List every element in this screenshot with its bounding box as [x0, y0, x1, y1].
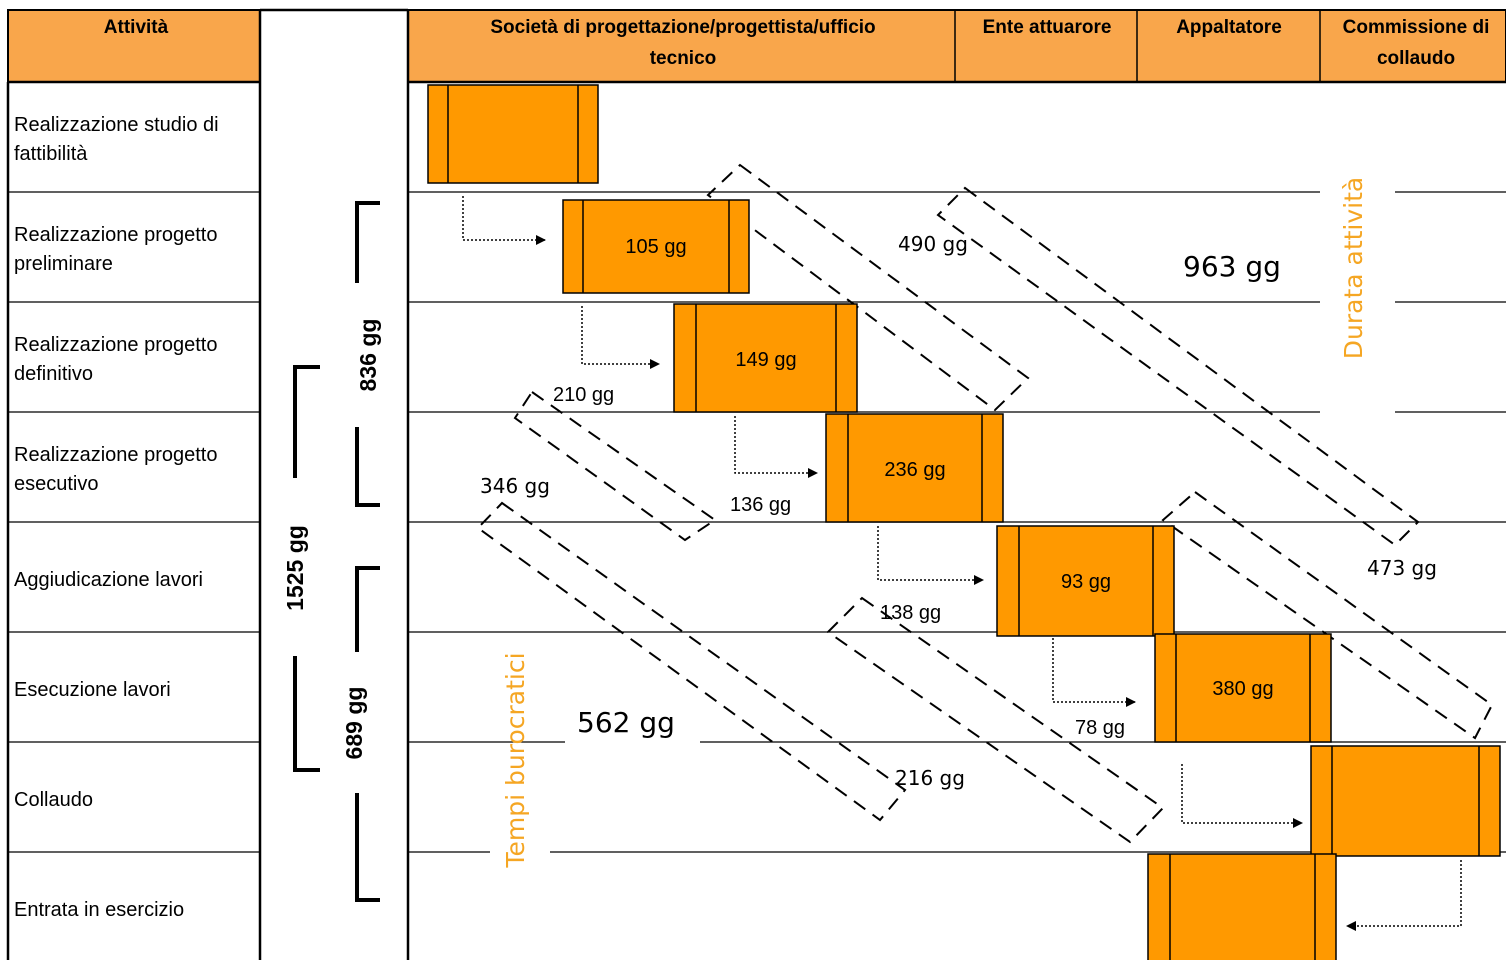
bar-operation [1147, 853, 1337, 960]
bar-testing [1310, 745, 1501, 857]
dashed-label-216: 216 gg [895, 766, 965, 790]
activity-labels: Realizzazione studio di fattibilità Real… [14, 114, 219, 921]
activity-1-line2: fattibilità [14, 143, 88, 165]
label-bureaucratic-time: Tempi burocratici [501, 652, 530, 868]
header-commission-line2: collaudo [1377, 48, 1455, 69]
bar-labels: 105 gg 149 gg 236 gg 93 gg 380 gg [625, 236, 1273, 700]
brace-execution-label: 689 gg [341, 687, 367, 760]
arrow-4 [877, 526, 984, 585]
bar-label-executive: 236 gg [884, 459, 945, 481]
brace-design [355, 201, 380, 507]
brace-design-label: 836 gg [355, 319, 381, 392]
header-entity: Ente attuarore [983, 17, 1112, 38]
activity-1-line1: Realizzazione studio di [14, 114, 219, 136]
activity-4-line2: esecutivo [14, 473, 99, 495]
gap-label-2: 136 gg [730, 494, 791, 516]
region-bureaucratic-group-1 [513, 390, 717, 542]
region-activity-total [936, 186, 1420, 547]
table-frame [6, 8, 1506, 960]
header-contractor: Appaltatore [1176, 17, 1282, 38]
connector-arrows [462, 196, 1462, 931]
activity-3-line2: definitivo [14, 363, 93, 385]
bar-feasibility [427, 84, 599, 184]
brace-total [293, 365, 320, 772]
gap-label-3: 138 gg [880, 602, 941, 624]
header-designer-line2: tecnico [650, 48, 717, 69]
dashed-label-473: 473 gg [1367, 556, 1437, 580]
arrow-5 [1052, 638, 1136, 707]
dashed-label-562: 562 gg [577, 706, 675, 739]
dashed-label-963: 963 gg [1183, 250, 1281, 283]
bar-definitive [673, 303, 858, 413]
gap-labels: 210 gg 136 gg 138 gg 78 gg [553, 384, 1125, 739]
activity-4-line1: Realizzazione progetto [14, 444, 217, 466]
bar-label-award: 93 gg [1061, 571, 1111, 593]
arrow-6 [1181, 764, 1303, 828]
bar-label-preliminary: 105 gg [625, 236, 686, 258]
dashed-label-346: 346 gg [480, 474, 550, 498]
dashed-regions [476, 163, 1494, 844]
gap-label-4: 78 gg [1075, 717, 1125, 739]
activity-2-line2: preliminare [14, 253, 113, 275]
bar-award [996, 525, 1175, 637]
bar-executive [825, 413, 1004, 523]
region-activity-group-2 [1161, 490, 1494, 740]
header-activity: Attività [104, 17, 169, 38]
activity-8: Entrata in esercizio [14, 899, 184, 921]
activity-bars [427, 84, 1501, 960]
arrow-2 [581, 306, 660, 369]
bar-preliminary [562, 199, 750, 294]
brace-total-label: 1525 gg [282, 525, 308, 611]
label-activity-duration: Durata attività [1339, 177, 1368, 360]
brace-execution [355, 566, 380, 902]
activity-2-line1: Realizzazione progetto [14, 224, 217, 246]
dashed-label-490: 490 gg [898, 232, 968, 256]
region-bureaucratic-group-2 [826, 596, 1165, 844]
gap-label-1: 210 gg [553, 384, 614, 406]
activity-5: Aggiudicazione lavori [14, 569, 203, 591]
activity-3-line1: Realizzazione progetto [14, 334, 217, 356]
activity-7: Collaudo [14, 789, 93, 811]
bar-works [1154, 633, 1332, 743]
region-activity-group-1 [706, 163, 1030, 412]
arrow-3 [734, 416, 818, 478]
header-designer-line1: Società di progettazione/progettista/uff… [490, 17, 875, 38]
dashed-labels: 490 gg 963 gg 473 gg 346 gg 562 gg 216 g… [480, 232, 1437, 790]
arrow-1 [462, 196, 546, 245]
bar-label-works: 380 gg [1212, 678, 1273, 700]
row-lines [8, 191, 1506, 853]
region-bureaucratic-total [476, 501, 907, 822]
header-commission-line1: Commissione di [1343, 17, 1490, 38]
activity-6: Esecuzione lavori [14, 679, 171, 701]
header-row: Attività Società di progettazione/proget… [7, 9, 1506, 83]
arrow-7 [1346, 860, 1462, 931]
bar-label-definitive: 149 gg [735, 349, 796, 371]
